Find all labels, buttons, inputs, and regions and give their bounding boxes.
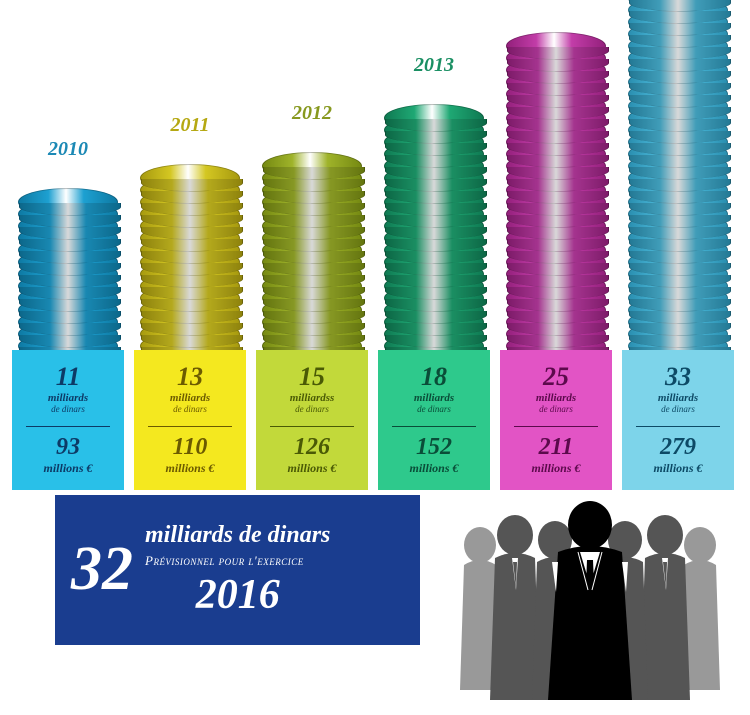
euros-value: 279 (660, 435, 696, 459)
dinars-unit: milliards (170, 392, 210, 404)
euros-value: 110 (173, 435, 208, 459)
coin-stack (140, 152, 240, 360)
chart-column: 201113milliardsde dinars110millions € (134, 142, 246, 490)
divider (392, 426, 475, 427)
coin-icon (384, 104, 484, 132)
euros-value: 211 (539, 435, 574, 459)
coin-stack (384, 92, 484, 360)
dinars-unit: milliards (536, 392, 576, 404)
coin-stack (628, 0, 728, 360)
people-silhouette-icon (440, 490, 740, 700)
coin-bar-chart: 201011milliardsde dinars93millions €2011… (0, 0, 750, 490)
dinars-value: 11 (56, 364, 81, 390)
forecast-text: milliards de dinars Prévisionnel pour l'… (145, 522, 330, 619)
chart-column: 201318milliardsde dinars152millions € (378, 82, 490, 490)
value-box: 33 milliardsde dinars 279 millions € (622, 350, 734, 490)
divider (26, 426, 109, 427)
dinars-subunit: de dinars (51, 404, 85, 414)
year-label: 2010 (12, 138, 124, 161)
euros-unit: millions € (165, 461, 214, 476)
euros-unit: millions € (43, 461, 92, 476)
year-label: 2011 (134, 114, 246, 137)
divider (270, 426, 353, 427)
coin-stack (506, 20, 606, 360)
value-box: 25 milliardsde dinars 211 millions € (500, 350, 612, 490)
dinars-value: 13 (177, 364, 203, 390)
divider (148, 426, 231, 427)
dinars-unit: milliards (48, 392, 88, 404)
dinars-subunit: de dinars (539, 404, 573, 414)
euros-unit: millions € (287, 461, 336, 476)
coin-stack (18, 176, 118, 360)
dinars-subunit: de dinars (173, 404, 207, 414)
euros-unit: millions € (531, 461, 580, 476)
year-label: 2012 (256, 102, 368, 125)
forecast-panel: 32 milliards de dinars Prévisionnel pour… (55, 495, 420, 645)
dinars-unit: milliardss (290, 392, 335, 404)
coin-stack (262, 140, 362, 360)
euros-unit: millions € (653, 461, 702, 476)
forecast-subtitle: Prévisionnel pour l'exercice (145, 553, 330, 569)
euros-value: 126 (294, 435, 330, 459)
chart-column: 201533milliardsde dinars279millions € (622, 0, 734, 490)
year-label: 2014 (500, 0, 612, 5)
dinars-unit: milliards (414, 392, 454, 404)
chart-column: 201425milliardsde dinars211millions € (500, 10, 612, 490)
dinars-value: 25 (543, 364, 569, 390)
forecast-year: 2016 (196, 572, 280, 618)
euros-value: 152 (416, 435, 452, 459)
year-label: 2013 (378, 54, 490, 77)
dinars-value: 33 (665, 364, 691, 390)
value-box: 15 milliardssde dinars 126 millions € (256, 350, 368, 490)
coin-icon (140, 164, 240, 192)
euros-value: 93 (56, 435, 80, 459)
divider (514, 426, 597, 427)
dinars-subunit: de dinars (661, 404, 695, 414)
chart-column: 201215milliardssde dinars126millions € (256, 130, 368, 490)
dinars-unit: milliards (658, 392, 698, 404)
coin-icon (262, 152, 362, 180)
forecast-value: 32 (71, 542, 133, 598)
divider (636, 426, 719, 427)
coin-icon (506, 32, 606, 60)
dinars-value: 18 (421, 364, 447, 390)
value-box: 18 milliardsde dinars 152 millions € (378, 350, 490, 490)
chart-column: 201011milliardsde dinars93millions € (12, 166, 124, 490)
coin-icon (18, 188, 118, 216)
value-box: 13 milliardsde dinars 110 millions € (134, 350, 246, 490)
dinars-subunit: de dinars (295, 404, 329, 414)
value-box: 11 milliardsde dinars 93 millions € (12, 350, 124, 490)
forecast-unit: milliards de dinars (145, 522, 330, 549)
euros-unit: millions € (409, 461, 458, 476)
dinars-subunit: de dinars (417, 404, 451, 414)
dinars-value: 15 (299, 364, 325, 390)
